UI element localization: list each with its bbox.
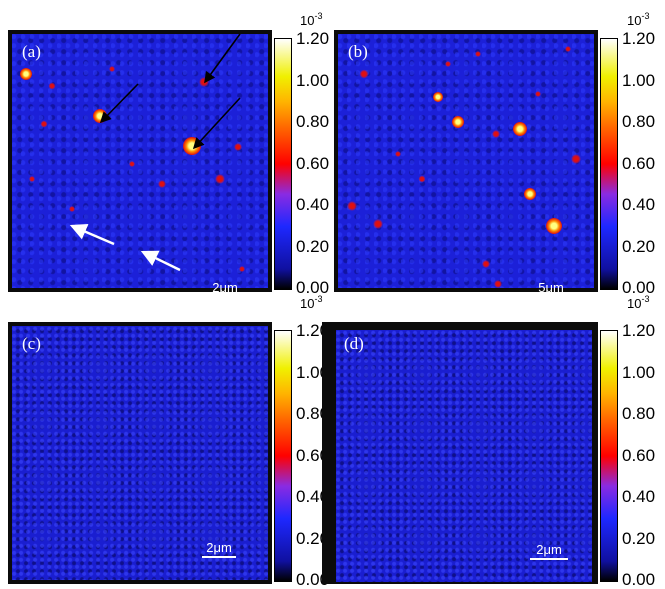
colorbar-b-exponent: 10-3	[627, 11, 650, 28]
colorbar-c-exponent: 10-3	[300, 294, 323, 311]
hotspot	[452, 116, 464, 128]
panel-a-map	[12, 34, 268, 288]
panel-c-scalebar: 2μm	[202, 540, 236, 558]
colorbar-tick-label: 0.00	[296, 278, 330, 297]
panel-a: (a) 2μm	[8, 30, 272, 292]
panel-b-scalebar-label: 5μm	[538, 280, 564, 292]
hotspot	[347, 201, 357, 211]
panel-d-scalebar: 2μm	[530, 542, 568, 560]
hotspot	[418, 175, 426, 183]
hotspot	[546, 218, 562, 234]
colorbar-tick-label: 1.00	[622, 362, 656, 382]
colorbar-a-exponent: 10-3	[300, 11, 323, 28]
colorbar-tick-label: 0.40	[296, 487, 330, 506]
colorbar-a	[274, 38, 292, 290]
panel-a-label: (a)	[22, 42, 41, 61]
hotspot	[373, 219, 383, 229]
hotspot	[492, 130, 500, 138]
hotspot	[475, 51, 481, 57]
hotspot	[129, 161, 135, 167]
panel-d-scalebar-bar	[530, 558, 568, 560]
colorbar-tick-label: 0.40	[296, 195, 330, 214]
panel-c-map	[12, 326, 268, 580]
hotspot	[445, 61, 451, 67]
hotspot	[395, 151, 401, 157]
colorbar-tick-label: 0.80	[622, 112, 656, 131]
panel-a-scalebar: 2μm	[208, 280, 242, 292]
panel-b-map	[338, 34, 594, 288]
hotspot	[215, 174, 225, 184]
panel-d-map	[336, 330, 592, 582]
colorbar-tick-label: 0.20	[296, 528, 330, 548]
panel-d-scalebar-label: 2μm	[536, 542, 562, 557]
panel-d: (d) 2μm	[322, 322, 598, 584]
white-arrow-1	[69, 223, 115, 246]
colorbar-tick-label: 0.80	[622, 404, 656, 423]
hotspot	[20, 68, 32, 80]
hotspot	[535, 91, 541, 97]
panel-c: (c) 2μm	[8, 322, 272, 584]
panel-c-scalebar-bar	[202, 556, 236, 558]
colorbar-tick-label: 1.00	[296, 362, 330, 382]
panel-c-label: (c)	[22, 334, 41, 353]
colorbar-tick-label: 0.40	[622, 195, 656, 214]
hotspot	[40, 120, 48, 128]
colorbar-tick-label: 1.00	[296, 70, 330, 90]
colorbar-c	[274, 330, 292, 582]
hotspot	[48, 82, 56, 90]
black-arrow-3	[192, 97, 241, 150]
hotspot	[359, 69, 369, 79]
colorbar-tick-label: 0.80	[296, 404, 330, 423]
hotspot	[158, 180, 166, 188]
black-arrow-1	[99, 83, 139, 124]
hotspot	[109, 66, 115, 72]
colorbar-tick-label: 0.20	[296, 236, 330, 256]
hotspot	[29, 176, 35, 182]
panel-b-scalebar: 5μm	[530, 280, 572, 292]
panel-c-scalebar-label: 2μm	[206, 540, 232, 555]
hotspot	[524, 188, 536, 200]
hotspot	[494, 280, 502, 288]
panel-a-scalebar-label: 2μm	[212, 280, 238, 292]
colorbar-tick-label: 0.60	[622, 153, 656, 173]
white-arrow-2	[140, 250, 181, 272]
panel-b: (b) 5μm	[334, 30, 598, 292]
colorbar-tick-label: 0.00	[622, 570, 656, 589]
hotspot	[571, 154, 581, 164]
colorbar-tick-label: 0.60	[622, 445, 656, 465]
hotspot	[433, 92, 443, 102]
colorbar-tick-label: 0.40	[622, 487, 656, 506]
hotspot	[199, 77, 209, 87]
colorbar-tick-label: 1.20	[296, 29, 330, 48]
colorbar-b	[600, 38, 618, 290]
colorbar-tick-label: 0.60	[296, 445, 330, 465]
colorbar-tick-label: 0.00	[622, 278, 656, 297]
colorbar-tick-label: 1.20	[296, 321, 330, 340]
panel-a-arrows	[69, 33, 241, 272]
hotspot	[482, 260, 490, 268]
panel-d-label: (d)	[344, 334, 364, 353]
black-arrow-2	[204, 33, 241, 84]
hotspot	[234, 143, 242, 151]
panel-b-label: (b)	[348, 42, 368, 61]
hotspot	[565, 46, 571, 52]
colorbar-d-exponent: 10-3	[627, 294, 650, 311]
colorbar-tick-label: 1.20	[622, 321, 656, 340]
colorbar-d	[600, 330, 618, 582]
colorbar-tick-label: 0.60	[296, 153, 330, 173]
colorbar-tick-label: 0.20	[622, 236, 656, 256]
hotspot	[69, 206, 75, 212]
colorbar-tick-label: 0.80	[296, 112, 330, 131]
colorbar-tick-label: 1.20	[622, 29, 656, 48]
colorbar-tick-label: 0.20	[622, 528, 656, 548]
hotspot	[513, 122, 527, 136]
colorbar-tick-label: 1.00	[622, 70, 656, 90]
hotspot	[239, 266, 245, 272]
